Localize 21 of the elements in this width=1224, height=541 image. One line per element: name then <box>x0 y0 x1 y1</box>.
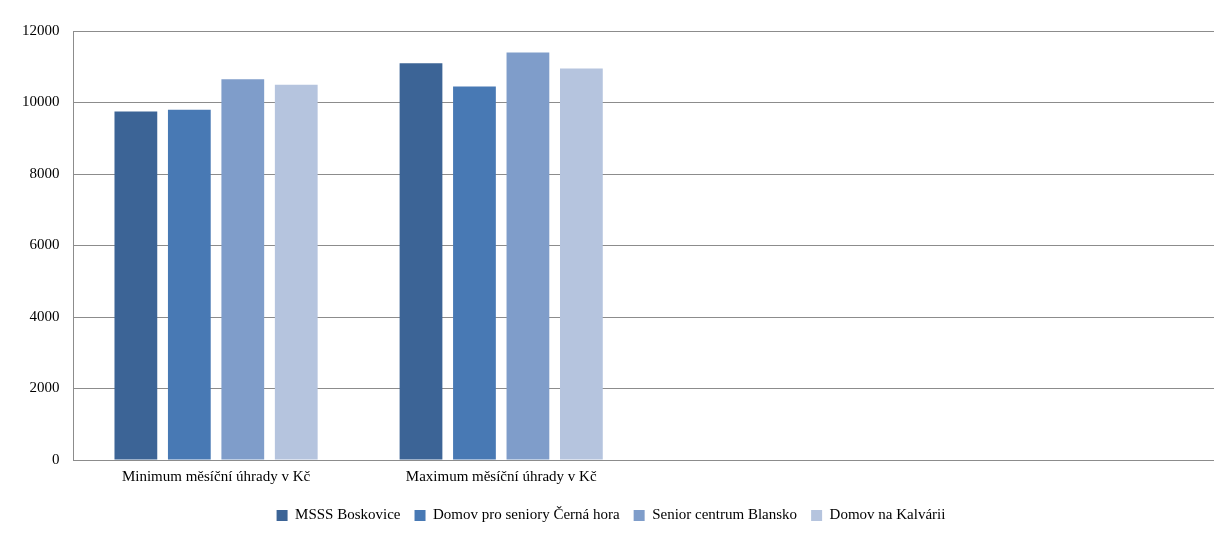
y-tick-label: 12000 <box>22 21 60 38</box>
bar <box>399 63 443 460</box>
legend-label: Senior centrum Blansko <box>652 506 798 523</box>
y-tick-label: 10000 <box>22 93 60 110</box>
legend-label: MSSS Boskovice <box>295 506 401 523</box>
bar <box>506 52 550 460</box>
x-tick-label: Minimum měsíční úhrady v Kč <box>121 467 311 484</box>
legend-label: Domov na Kalvárii <box>829 506 946 523</box>
legend-label: Domov pro seniory Černá hora <box>433 506 620 523</box>
y-tick-label: 8000 <box>29 164 60 181</box>
y-tick-label: 0 <box>52 450 60 467</box>
bar <box>114 111 158 460</box>
y-tick-label: 2000 <box>29 379 60 396</box>
bar <box>274 84 318 460</box>
x-tick-label: Maximum měsíční úhrady v Kč <box>405 467 597 484</box>
bar <box>221 79 265 460</box>
y-tick-label: 6000 <box>29 236 60 253</box>
bar <box>560 68 603 460</box>
bar <box>453 86 496 460</box>
y-tick-label: 4000 <box>29 307 60 324</box>
bar <box>167 109 211 460</box>
